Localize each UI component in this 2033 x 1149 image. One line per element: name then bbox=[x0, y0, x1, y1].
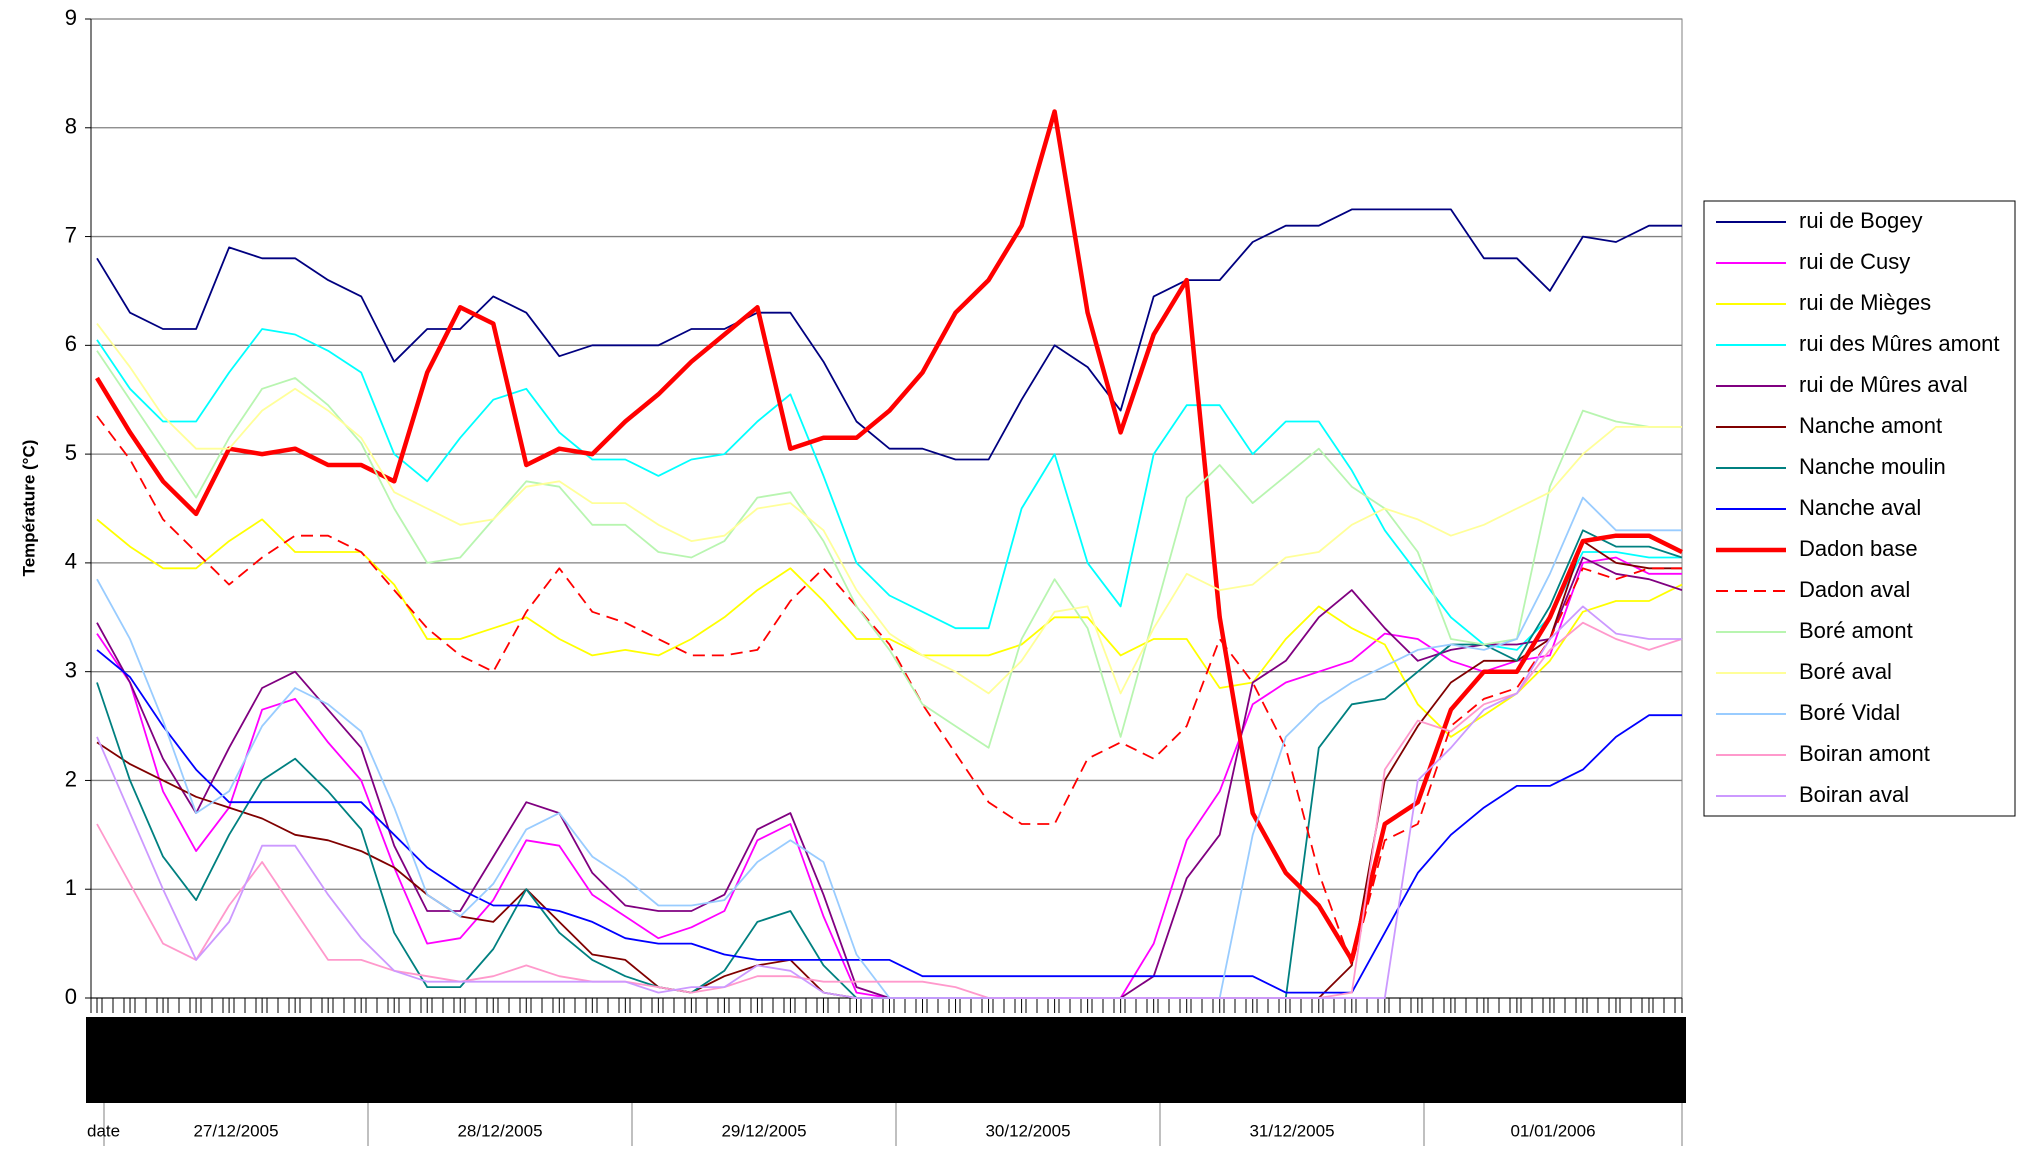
series-line bbox=[96, 605, 1682, 999]
x-group-label: date bbox=[87, 1121, 120, 1140]
x-group-label: 31/12/2005 bbox=[1249, 1121, 1334, 1140]
series-line bbox=[96, 415, 1682, 967]
series-line bbox=[96, 621, 1683, 999]
series-line bbox=[96, 649, 1682, 994]
legend-label: rui de Cusy bbox=[1799, 249, 1910, 274]
legend-label: rui de Mûres aval bbox=[1799, 372, 1968, 397]
y-tick-label: 9 bbox=[65, 5, 77, 30]
legend-label: Boré aval bbox=[1799, 659, 1892, 684]
series-line bbox=[96, 350, 1682, 749]
legend-label: Nanche moulin bbox=[1799, 454, 1946, 479]
legend-label: Dadon base bbox=[1799, 536, 1918, 561]
y-tick-label: 0 bbox=[65, 984, 77, 1009]
x-group-label: 27/12/2005 bbox=[193, 1121, 278, 1140]
x-group-label: 30/12/2005 bbox=[985, 1121, 1070, 1140]
y-axis-label: Température (°C) bbox=[19, 440, 38, 577]
y-tick-label: 3 bbox=[65, 657, 77, 682]
legend-label: rui des Mûres amont bbox=[1799, 331, 2000, 356]
legend-label: Nanche amont bbox=[1799, 413, 1942, 438]
legend-label: Boré Vidal bbox=[1799, 700, 1900, 725]
legend-label: Boiran aval bbox=[1799, 782, 1909, 807]
x-group-label: 28/12/2005 bbox=[457, 1121, 542, 1140]
x-minor-ticks bbox=[90, 998, 1676, 1013]
legend-label: Boré amont bbox=[1799, 618, 1913, 643]
legend-label: rui de Mièges bbox=[1799, 290, 1931, 315]
x-group-label: 29/12/2005 bbox=[721, 1121, 806, 1140]
y-tick-label: 1 bbox=[65, 875, 77, 900]
legend-label: Boiran amont bbox=[1799, 741, 1930, 766]
plot-area bbox=[90, 18, 1683, 999]
x-group-label: 01/01/2006 bbox=[1510, 1121, 1595, 1140]
legend-label: rui de Bogey bbox=[1799, 208, 1923, 233]
hidden-tick-labels bbox=[86, 1017, 1686, 1103]
series-line bbox=[95, 109, 1683, 963]
y-tick-label: 4 bbox=[65, 549, 77, 574]
legend-label: Dadon aval bbox=[1799, 577, 1910, 602]
y-tick-label: 6 bbox=[65, 331, 77, 356]
series-line bbox=[96, 328, 1682, 651]
y-tick-label: 7 bbox=[65, 222, 77, 247]
series-line bbox=[96, 208, 1682, 461]
y-tick-label: 2 bbox=[65, 766, 77, 791]
y-tick-label: 5 bbox=[65, 440, 77, 465]
legend-label: Nanche aval bbox=[1799, 495, 1921, 520]
y-tick-label: 8 bbox=[65, 114, 77, 139]
series-line bbox=[96, 323, 1682, 695]
